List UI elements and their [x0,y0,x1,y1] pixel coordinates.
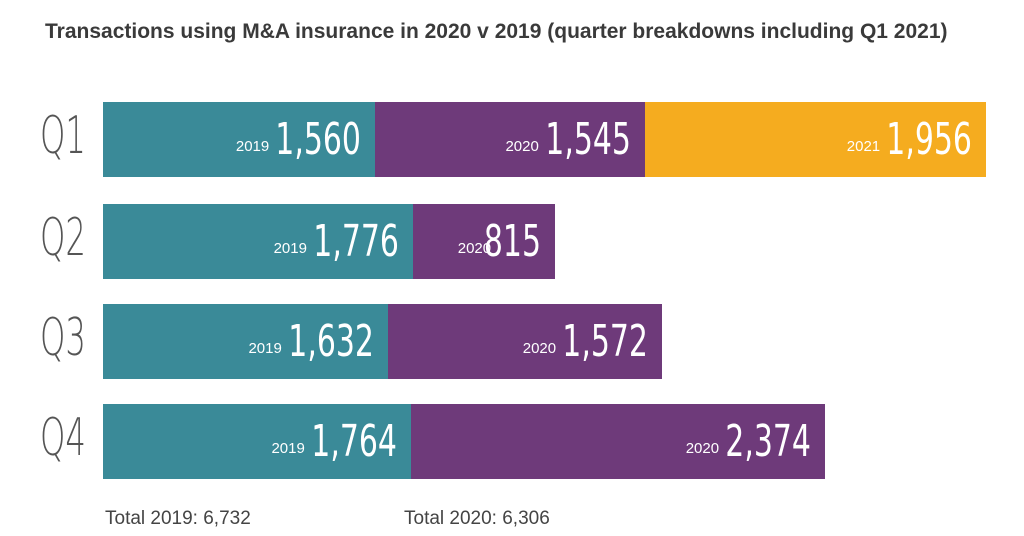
value-label: 1,776 [313,216,399,267]
bar-q3-2020: 2020 1,572 [387,304,663,379]
series-name: 2020 [522,340,557,357]
value-label: 1,764 [311,416,397,467]
chart-title: Transactions using M&A insurance in 2020… [45,20,948,43]
value-label: 1,956 [886,114,973,165]
series-name: 2020 [685,440,720,457]
category-label: Q3 [40,308,86,368]
bar-q1-2021: 2021 1,956 [644,102,987,177]
data-label: 2020 1,572 [523,304,648,379]
data-label: 2021 1,956 [847,102,972,177]
bar-q2-2020: 2020 815 [412,204,556,279]
value-label: 1,632 [288,316,374,367]
value-label: 2,374 [725,416,812,467]
series-name: 2019 [271,440,305,457]
data-label: 2019 1,632 [248,304,373,379]
bar-q1-2019: 2019 1,560 [103,102,376,177]
data-label: 2019 1,764 [271,404,396,479]
category-label: Q1 [40,106,86,166]
value-label: 1,545 [545,114,631,165]
total-2020: Total 2020: 6,306 [404,508,550,529]
bar-q3-2019: 2019 1,632 [103,304,388,379]
data-label: 2020 2,374 [686,404,811,479]
category-label: Q2 [40,208,86,268]
bar-q1-2020: 2020 1,545 [375,102,645,177]
bar-q4-2020: 2020 2,374 [410,404,826,479]
series-name: 2019 [273,240,307,257]
data-label: 2019 1,560 [236,102,361,177]
series-name: 2020 [505,138,539,155]
value-label: 815 [484,216,542,267]
series-name: 2019 [248,340,282,357]
series-name: 2019 [235,138,270,155]
series-name: 2020 [457,240,492,257]
data-label: 2019 1,776 [274,204,399,279]
category-label: Q4 [40,408,86,468]
total-2019: Total 2019: 6,732 [105,508,251,529]
series-name: 2021 [846,138,881,155]
value-label: 1,560 [275,114,362,165]
bar-q4-2019: 2019 1,764 [103,404,411,479]
data-label: 2020 1,545 [505,102,630,177]
bar-q2-2019: 2019 1,776 [103,204,413,279]
data-label: 2020 815 [458,204,541,279]
value-label: 1,572 [562,316,649,367]
